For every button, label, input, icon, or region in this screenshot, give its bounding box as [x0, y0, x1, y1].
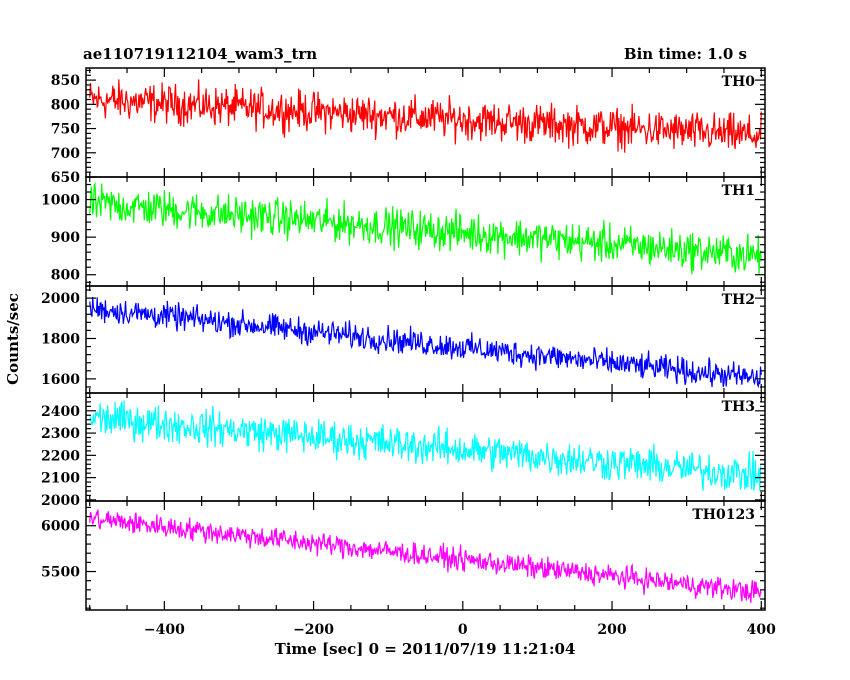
- y-tick-label: 2100: [41, 471, 80, 487]
- y-tick-label: 2300: [41, 426, 80, 442]
- panel-th0123: 5500 6000 TH0123: [41, 500, 766, 611]
- y-tick-label: 850: [51, 73, 80, 89]
- panel-name-label: TH0123: [692, 507, 755, 523]
- panel-name-label: TH0: [722, 74, 756, 90]
- panels-group: 650 700 750 800 850 TH0 800 900 1000 TH1 1600 1800 2…: [41, 67, 766, 611]
- series-line-th0: [89, 79, 762, 153]
- panel-name-label: TH3: [722, 399, 755, 415]
- panel-frame: [85, 500, 766, 611]
- y-tick-label: 2400: [41, 404, 80, 420]
- chart-title-right: Bin time: 1.0 s: [624, 45, 747, 63]
- panel-th2: 1600 1800 2000 TH2: [41, 285, 766, 394]
- panel-th3: 2000 2100 2200 2300 2400 TH3: [41, 392, 766, 509]
- y-tick-label: 1800: [41, 331, 80, 347]
- x-tick-label: 400: [747, 622, 776, 638]
- panel-th0: 650 700 750 800 850 TH0: [51, 67, 766, 186]
- series-line-th2: [89, 296, 762, 389]
- y-tick-label: 2200: [41, 448, 80, 464]
- panel-name-label: TH2: [722, 292, 755, 308]
- y-tick-label: 2000: [41, 493, 80, 509]
- y-tick-label: 800: [51, 268, 80, 284]
- x-axis-label: Time [sec] 0 = 2011/07/19 11:21:04: [275, 640, 576, 658]
- y-tick-label: 900: [51, 230, 80, 246]
- series-line-th3: [89, 400, 762, 492]
- y-tick-label: 1600: [41, 372, 80, 388]
- y-tick-label: 750: [51, 122, 80, 138]
- chart-title-left: ae110719112104_wam3_trn: [83, 45, 317, 63]
- y-axis-label: Counts/sec: [4, 293, 22, 385]
- panel-name-label: TH1: [722, 183, 755, 199]
- y-tick-label: 5500: [41, 565, 80, 581]
- series-line-th1: [89, 181, 762, 275]
- x-tick-label: 0: [458, 622, 468, 638]
- x-tick-label: −200: [293, 622, 334, 638]
- x-tick-label: 200: [597, 622, 626, 638]
- y-tick-label: 1000: [41, 193, 80, 209]
- y-tick-label: 650: [51, 170, 80, 186]
- y-tick-label: 700: [51, 146, 80, 162]
- y-tick-label: 800: [51, 97, 80, 113]
- panel-th1: 800 900 1000 TH1: [41, 176, 766, 287]
- series-line-th0123: [89, 509, 762, 603]
- y-tick-label: 2000: [41, 291, 80, 307]
- y-tick-label: 6000: [41, 519, 80, 535]
- x-tick-label: −400: [144, 622, 185, 638]
- panel-frame: [85, 285, 766, 394]
- x-axis: −400 −200 0 200 400: [144, 622, 776, 638]
